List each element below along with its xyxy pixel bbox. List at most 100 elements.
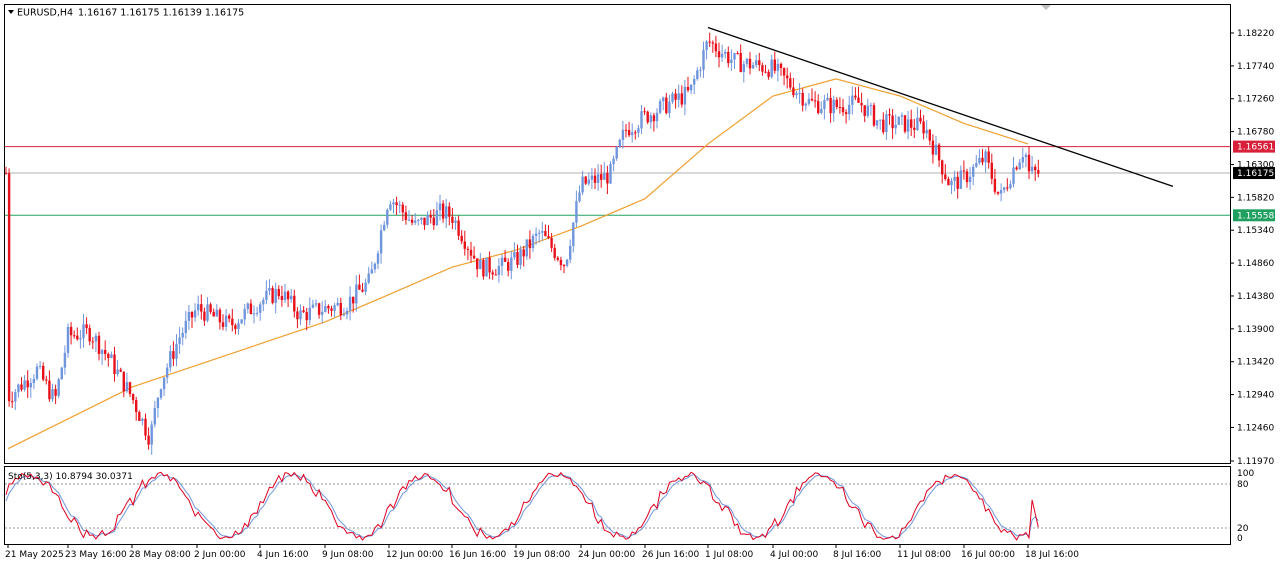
candle-body — [29, 383, 32, 388]
candle-body — [906, 119, 910, 132]
time-tick-label: 19 Jun 08:00 — [513, 550, 570, 560]
candle-body — [844, 112, 848, 115]
time-tick-label: 4 Jul 00:00 — [770, 550, 819, 560]
candle-body — [655, 112, 659, 122]
price-tick-label: 1.14380 — [1237, 292, 1274, 302]
candle-body — [373, 263, 377, 270]
candle-body — [224, 315, 228, 327]
candle-body — [872, 105, 876, 126]
candle-body — [550, 237, 553, 248]
candle-body — [190, 311, 194, 318]
candle-body — [336, 303, 339, 306]
candle-body — [485, 257, 488, 277]
candle-body — [454, 220, 457, 223]
candle-body — [392, 202, 395, 205]
price-tick-label: 1.11970 — [1237, 457, 1274, 467]
stochastic-plot[interactable] — [5, 471, 1230, 541]
candle-body — [296, 311, 299, 320]
candle-body — [231, 318, 234, 326]
candle-body — [476, 258, 479, 270]
price-plot[interactable] — [5, 26, 1230, 455]
candle-body — [35, 366, 39, 379]
candle-body — [643, 111, 646, 113]
candle-body — [463, 241, 466, 249]
candle-body — [720, 53, 724, 58]
candle-body — [730, 59, 733, 63]
candle-body — [23, 380, 26, 390]
candle-body — [1030, 166, 1034, 172]
candle-body — [680, 93, 683, 105]
candle-body — [789, 78, 792, 88]
support-price-badge: 1.15558 — [1233, 209, 1275, 222]
candle-body — [553, 247, 556, 258]
stochastic-axis-20: 20 — [1237, 524, 1249, 534]
price-tick-label: 1.17260 — [1237, 95, 1274, 105]
candle-body — [652, 115, 656, 122]
candle-body — [386, 209, 389, 225]
candle-body — [953, 176, 956, 181]
candle-body — [565, 259, 569, 266]
time-tick-label: 16 Jun 16:00 — [449, 550, 506, 560]
candle-body — [317, 303, 321, 315]
candle-body — [116, 369, 119, 374]
chart-symbol-timeframe: EURUSD,H4 — [17, 8, 73, 19]
trendline[interactable] — [707, 26, 1174, 188]
candle-body — [913, 127, 916, 130]
candle-body — [826, 97, 829, 101]
candle-body — [88, 328, 91, 342]
candle-body — [42, 365, 45, 380]
candle-body — [482, 260, 485, 277]
chart-shift-marker-icon[interactable] — [1041, 5, 1051, 10]
candle-body — [404, 212, 408, 221]
menu-triangle-icon[interactable] — [8, 10, 14, 14]
candle-body — [627, 130, 631, 136]
candle-body — [525, 239, 528, 257]
candle-body — [813, 100, 817, 102]
candle-body — [193, 310, 197, 318]
candle-body — [321, 311, 324, 315]
candle-body — [829, 97, 832, 114]
svg-text:1.16175: 1.16175 — [1237, 169, 1274, 179]
candle-body — [7, 173, 11, 402]
candle-body — [522, 249, 525, 257]
price-tick-label: 1.18220 — [1237, 29, 1274, 39]
candle-body — [94, 335, 98, 342]
candle-body — [438, 203, 442, 211]
candle-body — [491, 272, 494, 275]
candle-body — [590, 175, 594, 180]
candle-body — [584, 176, 587, 184]
candle-body — [17, 384, 20, 393]
time-tick-label: 4 Jun 16:00 — [257, 550, 309, 560]
candle-body — [286, 291, 290, 300]
candle-body — [507, 261, 510, 271]
candle-body — [457, 220, 460, 236]
time-tick-label: 8 Jul 16:00 — [833, 550, 882, 560]
candle-body — [1034, 166, 1037, 171]
candle-body — [1018, 162, 1021, 170]
candle-body — [900, 115, 904, 117]
candle-body — [677, 93, 680, 100]
candle-body — [131, 394, 135, 401]
candle-body — [510, 257, 513, 271]
candle-body — [370, 269, 373, 274]
candle-body — [268, 288, 271, 291]
time-tick-label: 18 Jul 16:00 — [1025, 550, 1079, 560]
candle-body — [891, 115, 894, 129]
candle-body — [376, 253, 380, 264]
candle-body — [748, 58, 752, 69]
candle-body — [668, 101, 671, 114]
candle-body — [631, 132, 634, 136]
candle-body — [624, 129, 628, 131]
candle-body — [801, 92, 804, 106]
candle-body — [674, 93, 677, 100]
candle-body — [63, 352, 67, 368]
candle-body — [352, 296, 355, 304]
candle-body — [686, 86, 690, 91]
candle-body — [414, 220, 417, 223]
candle-body — [919, 117, 922, 122]
candle-body — [708, 41, 711, 43]
candle-body — [293, 295, 296, 312]
candle-body — [48, 380, 51, 400]
candle-body — [215, 309, 218, 317]
